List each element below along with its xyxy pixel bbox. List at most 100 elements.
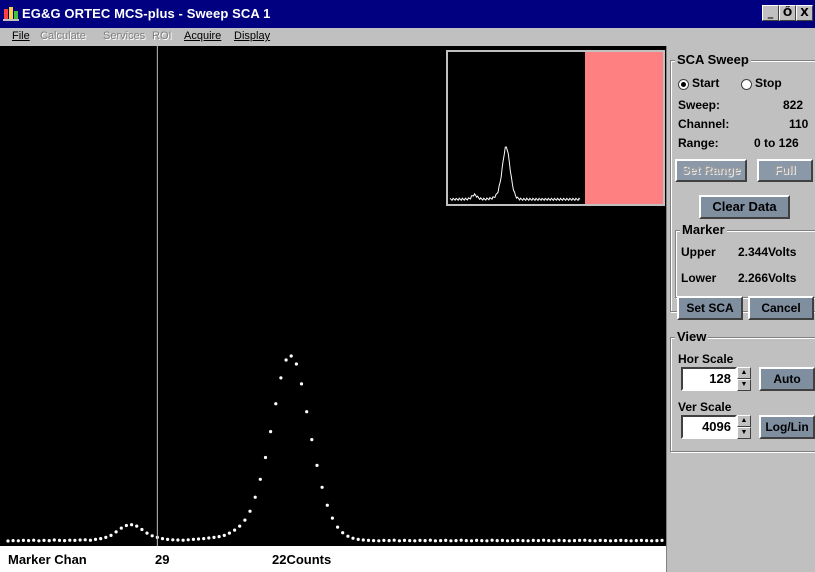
data-point: [500, 538, 504, 542]
data-point: [464, 539, 468, 543]
ver-scale-up-icon[interactable]: ▲: [737, 415, 751, 427]
data-point: [547, 539, 551, 543]
menu-services[interactable]: Services: [103, 30, 146, 42]
status-bar: Marker Chan 29 22Counts: [0, 546, 666, 572]
marker-chan-label: Marker Chan: [8, 552, 87, 567]
data-point: [511, 539, 515, 543]
data-point: [212, 535, 216, 539]
data-point: [583, 538, 587, 542]
full-button[interactable]: Full: [757, 159, 813, 182]
data-point: [83, 538, 87, 542]
upper-value: 2.344Volts: [738, 245, 797, 259]
marker-group: Marker Upper 2.344Volts Lower 2.266Volts: [675, 222, 815, 298]
menu-bar: File Calculate Services ROI Acquire Disp…: [0, 28, 815, 46]
data-point: [78, 538, 82, 542]
data-point: [11, 539, 15, 543]
data-point: [557, 538, 561, 542]
data-point: [614, 539, 618, 543]
data-point: [32, 538, 36, 542]
data-point: [135, 524, 139, 528]
data-point: [578, 538, 582, 542]
data-point: [402, 538, 407, 542]
loglin-button[interactable]: Log/Lin: [759, 415, 815, 439]
data-point: [408, 539, 412, 543]
data-point: [624, 539, 628, 543]
set-range-button[interactable]: Set Range: [675, 159, 747, 182]
data-point: [88, 538, 92, 542]
data-point: [361, 538, 365, 542]
menu-roi[interactable]: ROI: [152, 30, 172, 42]
data-point: [253, 495, 257, 499]
range-value: 0 to 126: [754, 136, 799, 150]
start-radio[interactable]: [678, 79, 689, 90]
channel-label: Channel:: [678, 117, 730, 131]
ver-scale-spinner[interactable]: ▲ ▼: [737, 415, 751, 439]
data-point: [160, 537, 165, 541]
close-button[interactable]: X: [796, 5, 813, 21]
data-point: [480, 539, 484, 543]
data-point: [526, 539, 530, 543]
start-label[interactable]: Start: [692, 76, 720, 90]
channel-value: 110: [789, 117, 809, 131]
data-point: [619, 538, 623, 542]
window-title: EG&G ORTEC MCS-plus - Sweep SCA 1: [22, 6, 271, 21]
data-point: [73, 538, 77, 542]
data-point: [109, 533, 113, 537]
menu-display[interactable]: Display: [234, 30, 271, 42]
data-point: [356, 537, 360, 541]
auto-button[interactable]: Auto: [759, 367, 815, 391]
data-point: [104, 535, 108, 539]
hor-scale-down-icon[interactable]: ▼: [737, 379, 751, 391]
clear-data-button[interactable]: Clear Data: [699, 195, 790, 219]
ver-scale-down-icon[interactable]: ▼: [737, 427, 751, 439]
data-point: [330, 516, 334, 520]
app-icon[interactable]: [3, 6, 19, 22]
data-point: [227, 531, 231, 535]
hor-scale-spinner[interactable]: ▲ ▼: [737, 367, 751, 391]
data-point: [294, 362, 298, 366]
data-point: [176, 538, 180, 542]
data-point: [284, 358, 288, 362]
set-sca-button[interactable]: Set SCA: [677, 296, 743, 320]
data-point: [186, 538, 190, 542]
spectrum-chart[interactable]: [0, 46, 666, 546]
menu-acquire[interactable]: Acquire: [184, 30, 222, 42]
data-point: [114, 530, 118, 534]
hor-scale-up-icon[interactable]: ▲: [737, 367, 751, 379]
ver-scale-field[interactable]: 4096: [681, 415, 737, 439]
menu-calculate[interactable]: Calculate: [40, 30, 86, 42]
data-point: [459, 538, 463, 542]
data-point: [279, 376, 283, 380]
stop-radio[interactable]: [741, 79, 752, 90]
hor-scale-field[interactable]: 128: [681, 367, 737, 391]
data-point: [171, 538, 175, 542]
data-point: [366, 538, 371, 542]
control-panel: SCA Sweep Start Stop Sweep: 822 Channel:…: [666, 46, 815, 572]
data-point: [47, 539, 51, 543]
spectrum-plot[interactable]: [0, 46, 666, 546]
data-point: [413, 539, 417, 543]
data-point: [52, 538, 56, 542]
data-point: [588, 539, 592, 543]
data-point: [99, 537, 103, 541]
overview-inset[interactable]: [446, 50, 665, 206]
data-point: [202, 537, 206, 541]
data-point: [243, 518, 247, 522]
data-point: [196, 537, 201, 541]
data-points-group: [6, 354, 664, 543]
data-point: [57, 538, 62, 542]
data-point: [140, 527, 144, 532]
cancel-button[interactable]: Cancel: [748, 296, 814, 320]
data-point: [150, 534, 154, 538]
menu-file[interactable]: File: [12, 30, 30, 42]
data-point: [490, 538, 494, 542]
ver-scale-label: Ver Scale: [678, 400, 732, 414]
data-point: [423, 539, 427, 543]
data-point: [444, 538, 448, 542]
data-point: [63, 539, 67, 543]
data-point: [516, 538, 520, 542]
minimize-button[interactable]: _: [762, 5, 779, 21]
data-point: [346, 534, 350, 538]
stop-label[interactable]: Stop: [755, 76, 782, 90]
restore-button[interactable]: Ő: [779, 5, 796, 21]
